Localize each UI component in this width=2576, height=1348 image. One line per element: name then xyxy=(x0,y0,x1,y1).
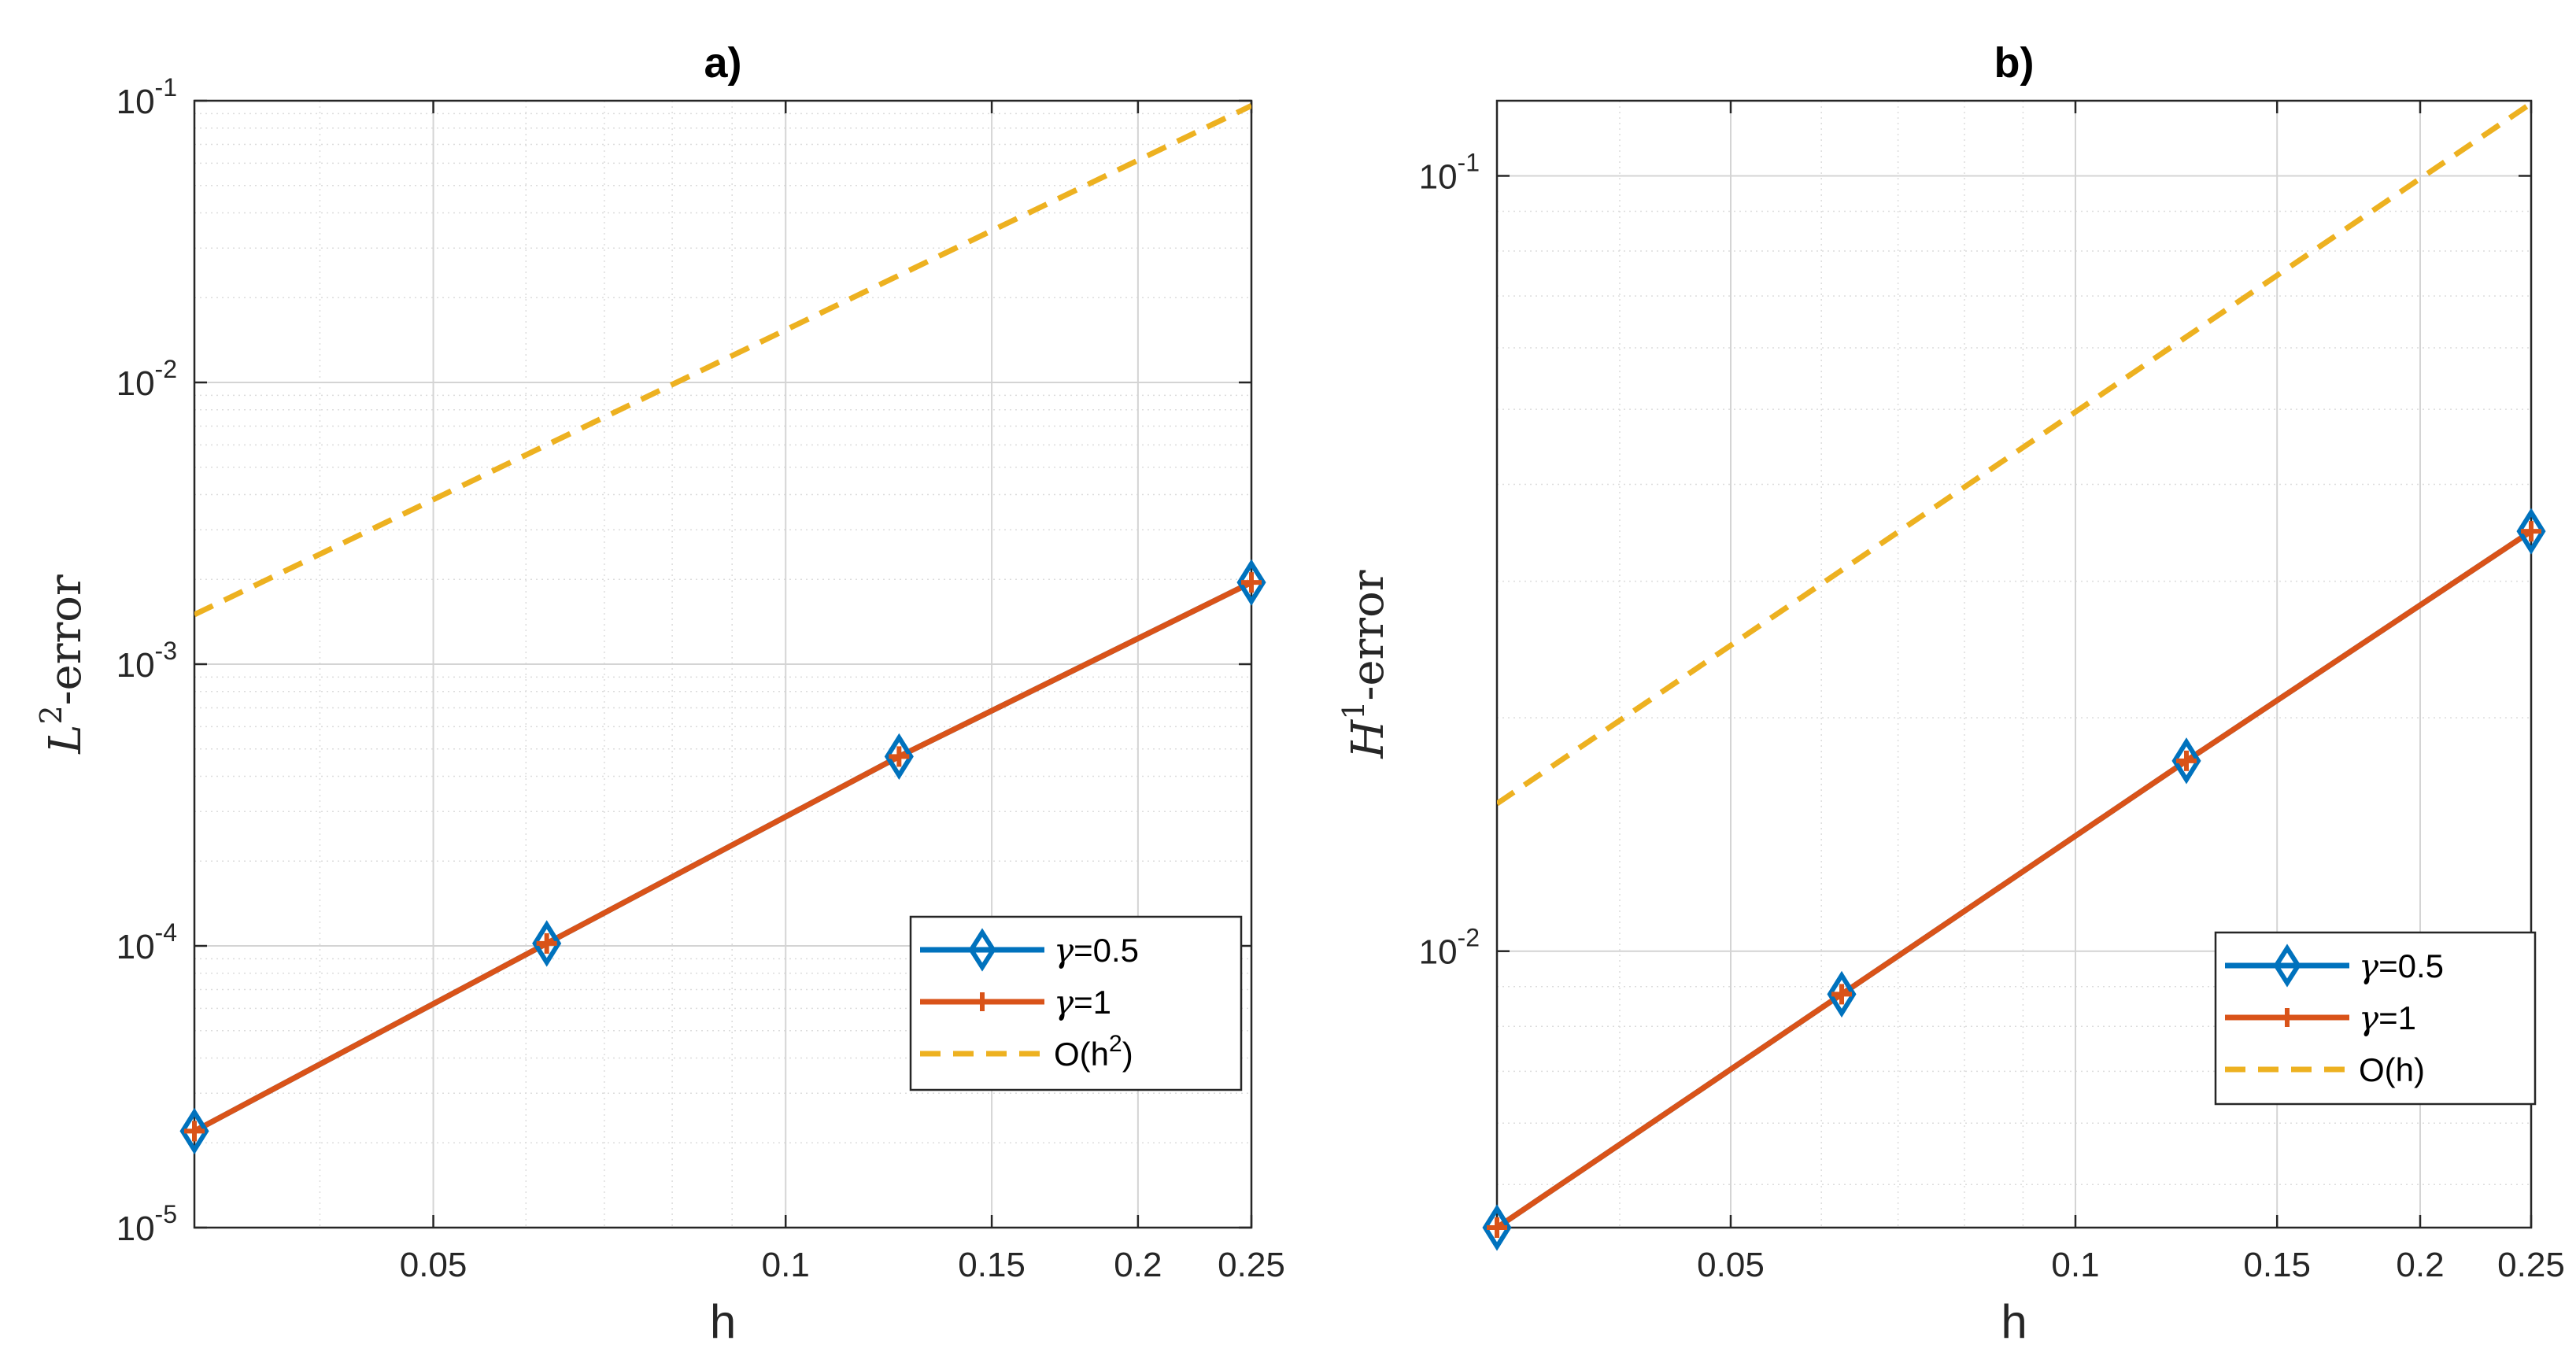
legend-marker-diamond xyxy=(2273,944,2301,988)
chart-title: a) xyxy=(704,39,741,87)
y-tick-exponent: -1 xyxy=(1458,148,1480,176)
legend: γ=0.5γ=1O(h) xyxy=(2214,931,2537,1106)
y-tick-label: 10-1 xyxy=(1419,148,1480,196)
legend-label-0: γ=0.5 xyxy=(1054,931,1139,969)
legend-symbol: γ xyxy=(2359,999,2379,1037)
legend-label-2: O(h) xyxy=(2359,1051,2425,1088)
x-tick-label: 0.25 xyxy=(2497,1246,2565,1284)
y-tick-exponent: -5 xyxy=(155,1200,177,1228)
y-tick-base: 10 xyxy=(116,83,155,121)
series-marker-plus xyxy=(2521,521,2541,542)
legend-symbol: γ xyxy=(1054,931,1074,969)
legend-close: ) xyxy=(1122,1036,1133,1073)
x-tick-label: 0.1 xyxy=(762,1246,810,1284)
chart-panel-a: 0.05 0.1 0.15 0.2 0.2510-510-410-310-210-1a)… xyxy=(34,39,1285,1348)
y-tick-base: 10 xyxy=(116,1210,155,1248)
y-tick-base: 10 xyxy=(116,646,155,685)
legend-marker-plus xyxy=(973,992,992,1011)
series-marker-diamond xyxy=(1827,970,1857,1018)
y-tick-base: 10 xyxy=(1419,933,1458,972)
y-tick-base: 10 xyxy=(116,364,155,403)
chart-panel-b: 0.05 0.1 0.15 0.2 0.2510-210-1b)hH1-errorγ=0… xyxy=(1336,39,2565,1348)
y-tick-exponent: -2 xyxy=(155,355,177,383)
series-marker-diamond xyxy=(1236,559,1266,606)
legend: γ=0.5γ=1O(h2) xyxy=(909,915,1243,1091)
x-tick-label: 0.05 xyxy=(1697,1246,1765,1284)
y-tick-label: 10-5 xyxy=(116,1200,177,1248)
y-axis-label-rest: -error xyxy=(1343,570,1394,700)
y-tick-label: 10-2 xyxy=(1419,924,1480,972)
y-tick-label: 10-1 xyxy=(116,73,177,121)
series-marker-diamond xyxy=(532,920,562,967)
legend-marker-plus xyxy=(2278,1008,2297,1027)
series-marker-diamond xyxy=(1482,1204,1512,1251)
legend-symbol: γ xyxy=(1054,983,1074,1021)
legend-marker-diamond xyxy=(968,928,996,972)
x-tick-label: 0.2 xyxy=(2396,1246,2444,1284)
series-marker-diamond xyxy=(884,733,914,781)
x-tick-label: 0.05 xyxy=(400,1246,468,1284)
series-marker-diamond xyxy=(179,1107,209,1155)
series-marker-plus xyxy=(1487,1217,1507,1238)
tick-marks xyxy=(194,99,1253,1229)
series-marker-plus xyxy=(1241,572,1262,593)
x-tick-label: 0.15 xyxy=(958,1246,1026,1284)
axes-box xyxy=(1495,99,2533,1229)
legend-value: =0.5 xyxy=(1074,932,1139,969)
x-tick-label: 0.15 xyxy=(2243,1246,2311,1284)
series-marker-plus xyxy=(889,746,910,767)
series-marker-plus xyxy=(184,1121,205,1142)
y-axis-label: L2-error xyxy=(34,574,91,755)
y-axis-label-superscript: 2 xyxy=(34,705,68,724)
y-tick-exponent: -3 xyxy=(155,637,177,665)
legend-label-1: γ=1 xyxy=(1054,983,1111,1021)
series-marker-diamond xyxy=(2516,508,2546,555)
x-axis-label: h xyxy=(2001,1295,2027,1348)
y-axis-label-base: L xyxy=(40,725,91,755)
y-tick-exponent: -2 xyxy=(1458,924,1480,952)
y-axis-label-base: H xyxy=(1343,719,1394,759)
series-marker-plus xyxy=(1831,984,1852,1005)
series-marker-plus xyxy=(536,933,557,954)
y-axis-label-rest: -error xyxy=(40,574,91,705)
minor-grid xyxy=(1497,101,2531,1228)
series-marker-plus xyxy=(2176,750,2197,771)
series-line-1 xyxy=(1497,529,2531,1228)
legend-value: =0.5 xyxy=(2378,947,2444,984)
y-axis-label-superscript: 1 xyxy=(1336,701,1371,720)
series-line-1 xyxy=(194,580,1251,1134)
series-marker-diamond xyxy=(2171,737,2201,785)
series-line-2 xyxy=(1497,101,2531,807)
y-tick-base: 10 xyxy=(1419,157,1458,196)
y-tick-label: 10-2 xyxy=(116,355,177,403)
y-axis-label: H1-error xyxy=(1336,570,1394,759)
x-axis-label: h xyxy=(710,1295,736,1348)
y-tick-base: 10 xyxy=(116,928,155,966)
legend-label-2: O(h2) xyxy=(1054,1031,1133,1073)
x-tick-label: 0.1 xyxy=(2051,1246,2099,1284)
legend-text: O(h xyxy=(1054,1036,1109,1073)
x-tick-label: 0.25 xyxy=(1218,1246,1285,1284)
legend-text: O(h) xyxy=(2359,1051,2425,1088)
y-tick-label: 10-3 xyxy=(116,637,177,685)
series-line-2 xyxy=(194,103,1251,618)
y-tick-exponent: -1 xyxy=(155,73,177,102)
y-tick-label: 10-4 xyxy=(116,918,177,966)
legend-superscript: 2 xyxy=(1109,1031,1122,1057)
legend-value: =1 xyxy=(1074,984,1111,1021)
legend-symbol: γ xyxy=(2359,947,2379,985)
legend-value: =1 xyxy=(2378,999,2416,1036)
legend-label-1: γ=1 xyxy=(2359,999,2416,1037)
chart-title: b) xyxy=(1994,39,2035,87)
legend-label-0: γ=0.5 xyxy=(2359,947,2444,985)
x-tick-label: 0.2 xyxy=(1114,1246,1162,1284)
y-tick-exponent: -4 xyxy=(155,918,177,947)
